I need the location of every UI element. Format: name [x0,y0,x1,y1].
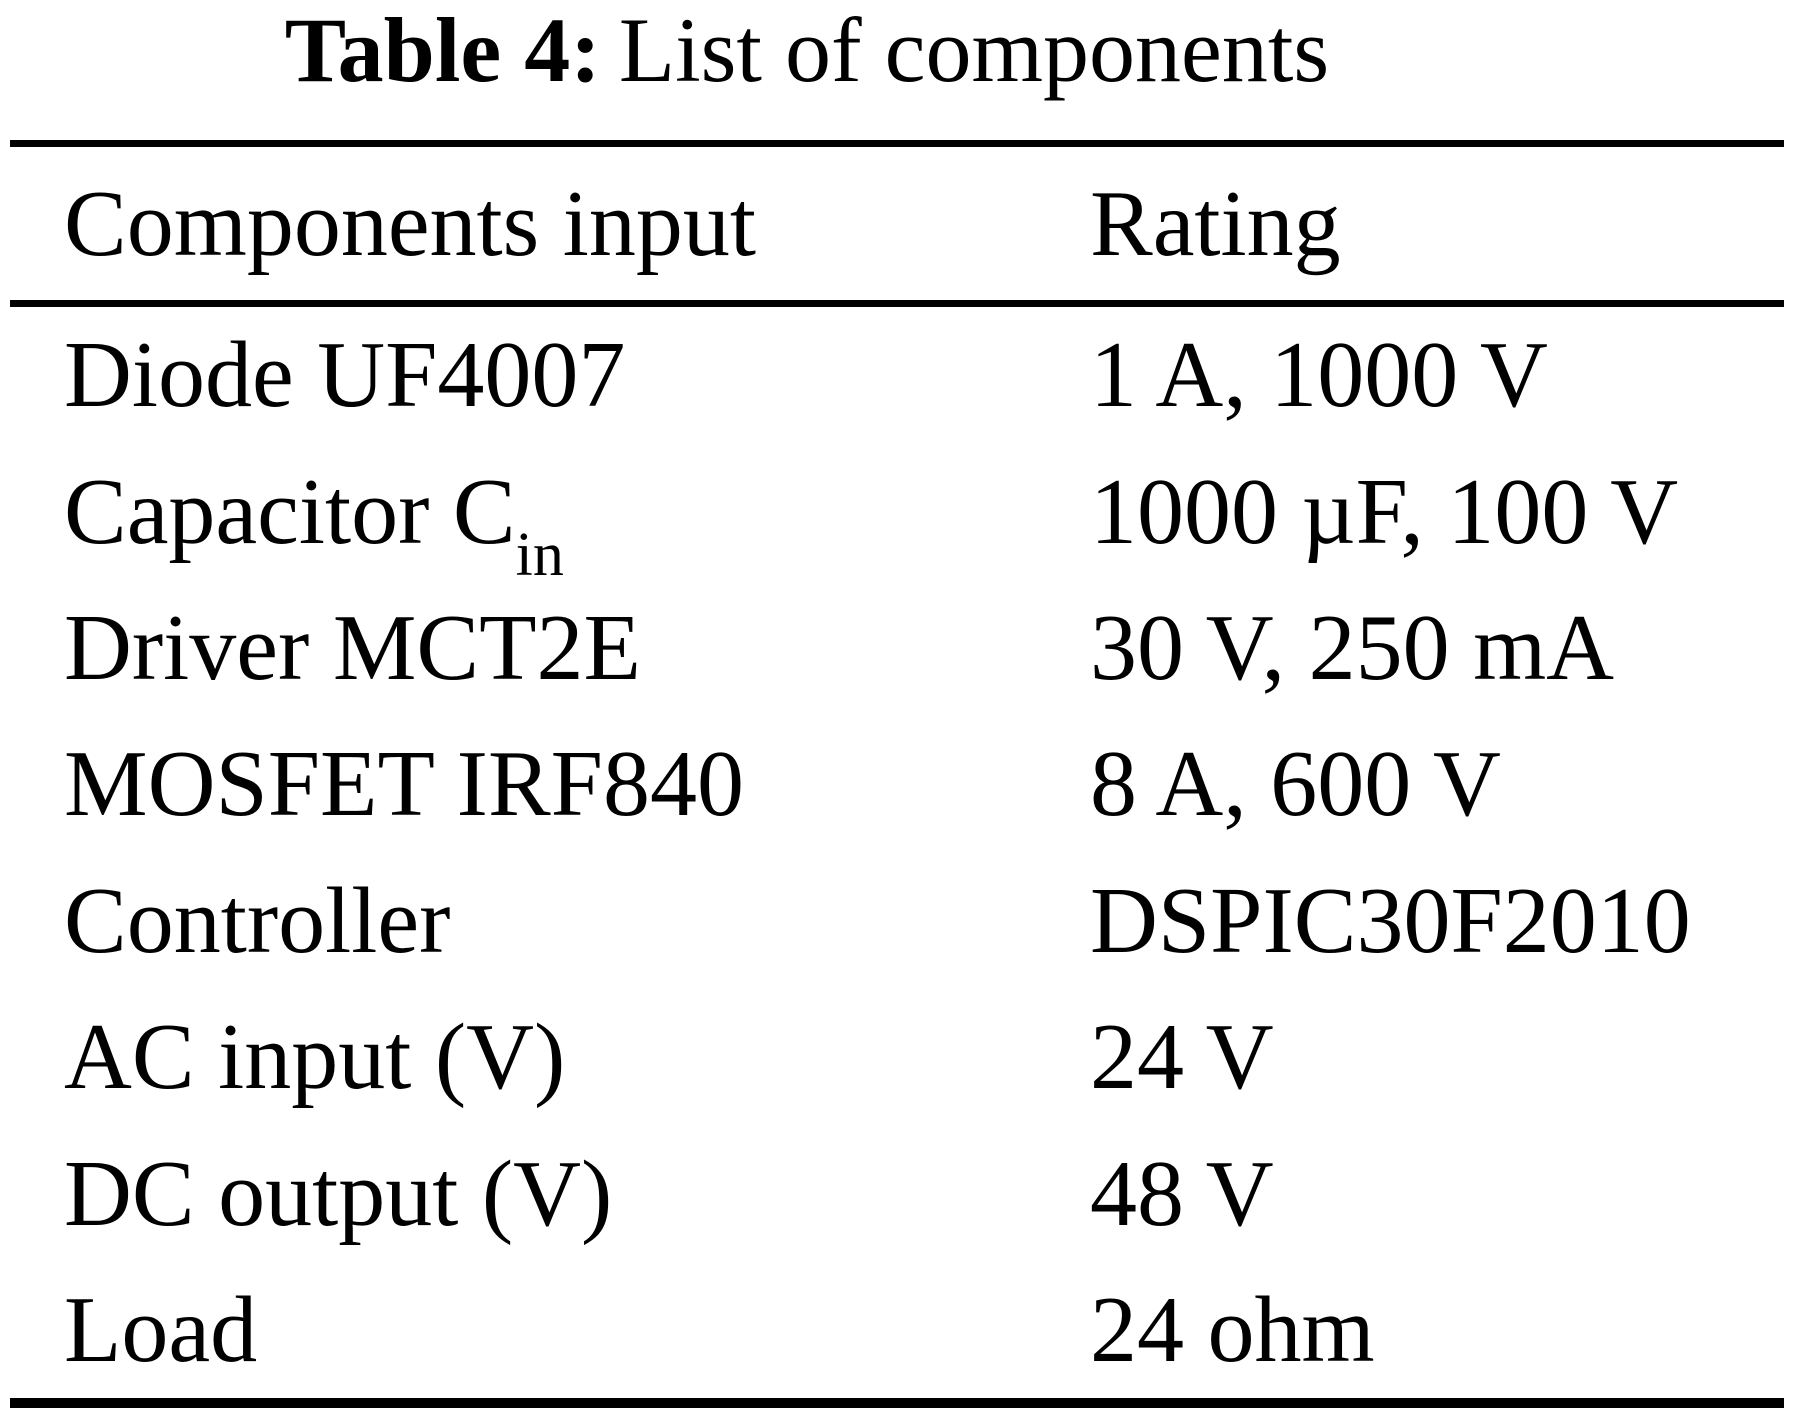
column-header-components-input: Components input [64,171,756,276]
component-name: AC input (V) [64,1005,566,1110]
component-cell: MOSFET IRF840 [0,730,1090,838]
table-row-capacitor: Capacitor Cin 1000 µF, 100 V [0,443,1794,586]
component-name: Controller [64,868,451,973]
table-caption-text: List of components [618,0,1330,101]
column-header-rating: Rating [1090,171,1341,276]
component-cell: AC input (V) [0,1003,1090,1111]
table-row-mosfet: MOSFET IRF840 8 A, 600 V [0,716,1794,852]
component-cell: Capacitor Cin [0,458,1090,586]
component-name: DC output (V) [64,1141,613,1246]
rating-cell: 1 A, 1000 V [1090,323,1548,428]
table-caption-label: Table 4: [284,0,601,101]
table-row-driver: Driver MCT2E 30 V, 250 mA [0,580,1794,716]
table-row-load: Load 24 ohm [0,1262,1794,1398]
table-row-diode: Diode UF4007 1 A, 1000 V [0,307,1794,443]
component-name: Driver MCT2E [64,595,641,700]
component-cell: Driver MCT2E [0,594,1090,702]
table-caption: Table 4: List of components [0,0,1614,110]
rating-cell: 48 V [1090,1141,1274,1246]
table-row-controller: Controller DSPIC30F2010 [0,853,1794,989]
table-row-ac-input: AC input (V) 24 V [0,989,1794,1125]
component-cell: Load [0,1276,1090,1384]
rating-cell: 30 V, 250 mA [1090,595,1615,700]
table-top-rule [10,140,1784,147]
rating-cell: 24 V [1090,1005,1274,1110]
table-header-row: Components input Rating [0,147,1794,300]
rating-cell: 1000 µF, 100 V [1090,459,1679,564]
component-name: MOSFET IRF840 [64,732,744,837]
component-subscript: in [515,520,564,589]
table-header-rule [10,300,1784,307]
component-cell: Diode UF4007 [0,321,1090,429]
rating-cell: DSPIC30F2010 [1090,868,1691,973]
component-cell: DC output (V) [0,1140,1090,1248]
component-name: Capacitor C [64,459,516,564]
rating-cell: 24 ohm [1090,1277,1375,1382]
component-cell: Controller [0,867,1090,975]
rating-cell: 8 A, 600 V [1090,732,1501,837]
table-row-dc-output: DC output (V) 48 V [0,1125,1794,1261]
component-name: Load [64,1277,258,1382]
component-name: Diode UF4007 [64,323,626,428]
table-body: Diode UF4007 1 A, 1000 V Capacitor Cin 1… [0,307,1794,1398]
table-bottom-rule [10,1398,1784,1408]
